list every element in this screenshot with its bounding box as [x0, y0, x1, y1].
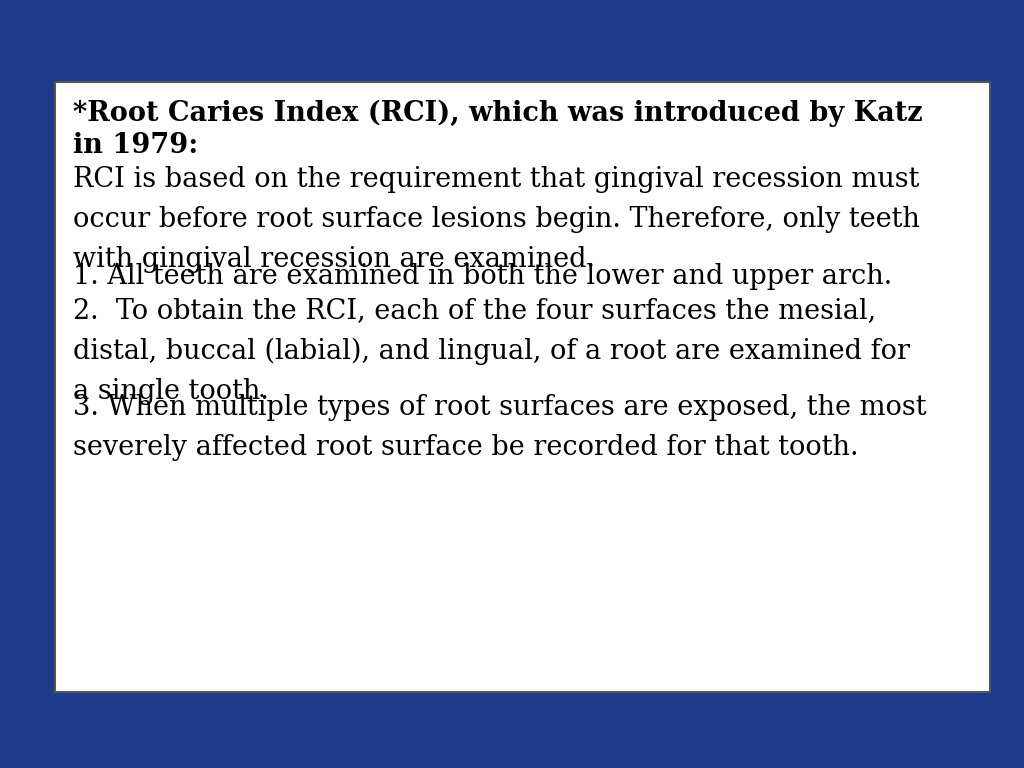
Text: 3. When multiple types of root surfaces are exposed, the most
severely affected : 3. When multiple types of root surfaces …: [73, 395, 927, 462]
Text: RCI is based on the requirement that gingival recession must
occur before root s: RCI is based on the requirement that gin…: [73, 166, 920, 273]
FancyBboxPatch shape: [55, 82, 990, 692]
Text: in 1979:: in 1979:: [73, 131, 199, 158]
Text: 1. All teeth are examined in both the lower and upper arch.: 1. All teeth are examined in both the lo…: [73, 263, 892, 290]
Text: *Root Caries Index (RCI), which was introduced by Katz: *Root Caries Index (RCI), which was intr…: [73, 100, 923, 127]
Text: 2.  To obtain the RCI, each of the four surfaces the mesial,
distal, buccal (lab: 2. To obtain the RCI, each of the four s…: [73, 297, 910, 405]
